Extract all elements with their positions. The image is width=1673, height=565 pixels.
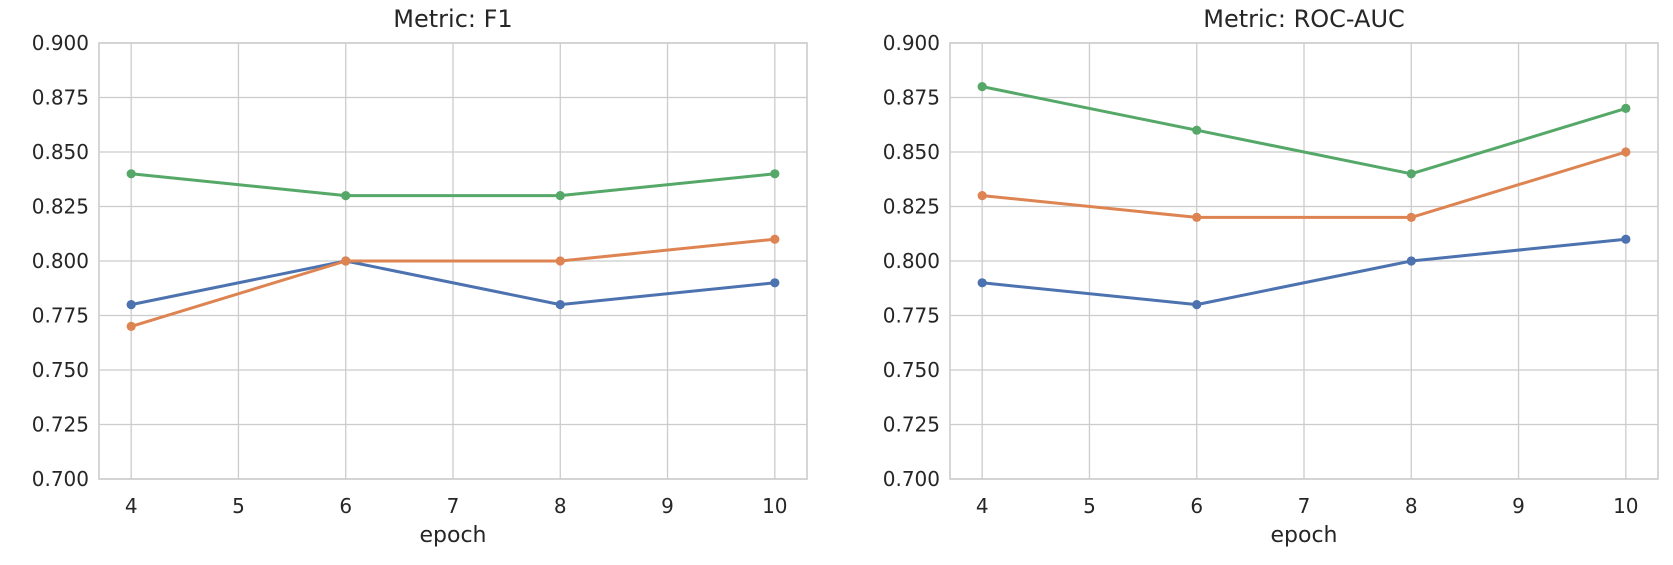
series-line-orange [129, 237, 777, 328]
y-tick-label: 0.900 [883, 31, 940, 55]
x-tick-label: 7 [447, 494, 460, 518]
data-point-green [126, 169, 136, 179]
series-line-green [980, 85, 1628, 176]
series-line-green [129, 172, 777, 198]
data-point-blue [126, 300, 136, 310]
data-point-green [1192, 125, 1202, 135]
x-tick-label: 9 [1512, 494, 1525, 518]
x-tick-label: 5 [1083, 494, 1096, 518]
x-tick-label: 7 [1298, 494, 1311, 518]
data-point-orange [126, 321, 136, 331]
data-point-blue [1192, 300, 1202, 310]
y-tick-label: 0.875 [883, 86, 940, 110]
data-point-blue [977, 278, 987, 288]
y-tick-label: 0.775 [883, 304, 940, 328]
y-tick-label: 0.700 [883, 467, 940, 491]
data-point-orange [977, 191, 987, 201]
series-line-blue [980, 237, 1628, 307]
y-tick-label: 0.775 [32, 304, 89, 328]
y-tick-label: 0.725 [32, 413, 89, 437]
x-tick-label: 10 [1613, 494, 1638, 518]
y-tick-label: 0.825 [883, 195, 940, 219]
y-tick-label: 0.825 [32, 195, 89, 219]
series-line-blue [129, 259, 777, 307]
x-tick-label: 5 [232, 494, 245, 518]
data-point-blue [1621, 234, 1631, 244]
data-point-green [1406, 169, 1416, 179]
x-tick-label: 4 [125, 494, 138, 518]
data-point-green [770, 169, 780, 179]
x-tick-label: 8 [1405, 494, 1418, 518]
y-tick-label: 0.725 [883, 413, 940, 437]
y-tick-label: 0.800 [883, 249, 940, 273]
x-tick-label: 10 [762, 494, 787, 518]
y-tick-label: 0.900 [32, 31, 89, 55]
data-point-blue [555, 300, 565, 310]
y-tick-label: 0.750 [32, 358, 89, 382]
plot-0: 4 5 6 7 8 9 10 0.700 0.725 0.750 0.775 0.800 0.825 0.… [32, 31, 808, 518]
y-tick-label: 0.875 [32, 86, 89, 110]
x-tick-label: 6 [339, 494, 352, 518]
data-point-orange [770, 234, 780, 244]
data-point-blue [770, 278, 780, 288]
chart-title-f1: Metric: F1 [393, 5, 513, 33]
x-axis-label-f1: epoch [419, 523, 487, 548]
x-tick-label: 6 [1190, 494, 1203, 518]
x-tick-label: 8 [554, 494, 567, 518]
y-tick-label: 0.750 [883, 358, 940, 382]
data-point-green [977, 82, 987, 92]
y-tick-label: 0.700 [32, 467, 89, 491]
y-tick-label: 0.850 [883, 140, 940, 164]
data-point-green [1621, 103, 1631, 113]
y-tick-label: 0.800 [32, 249, 89, 273]
data-point-green [341, 191, 351, 201]
x-axis-label-roc-auc: epoch [1270, 523, 1338, 548]
data-point-orange [1192, 212, 1202, 222]
x-tick-label: 9 [661, 494, 674, 518]
y-tick-label: 0.850 [32, 140, 89, 164]
plot-border [949, 42, 1659, 480]
x-tick-label: 4 [976, 494, 989, 518]
data-point-orange [341, 256, 351, 266]
data-point-blue [1406, 256, 1416, 266]
data-point-orange [1406, 212, 1416, 222]
data-point-green [555, 191, 565, 201]
series-line-orange [980, 150, 1628, 219]
plot-1: 4 5 6 7 8 9 10 0.700 0.725 0.750 0.775 0.800 0.825 0.… [883, 31, 1659, 518]
plot-border [98, 42, 808, 480]
data-point-orange [1621, 147, 1631, 157]
chart-title-roc-auc: Metric: ROC-AUC [1203, 5, 1405, 33]
data-point-orange [555, 256, 565, 266]
